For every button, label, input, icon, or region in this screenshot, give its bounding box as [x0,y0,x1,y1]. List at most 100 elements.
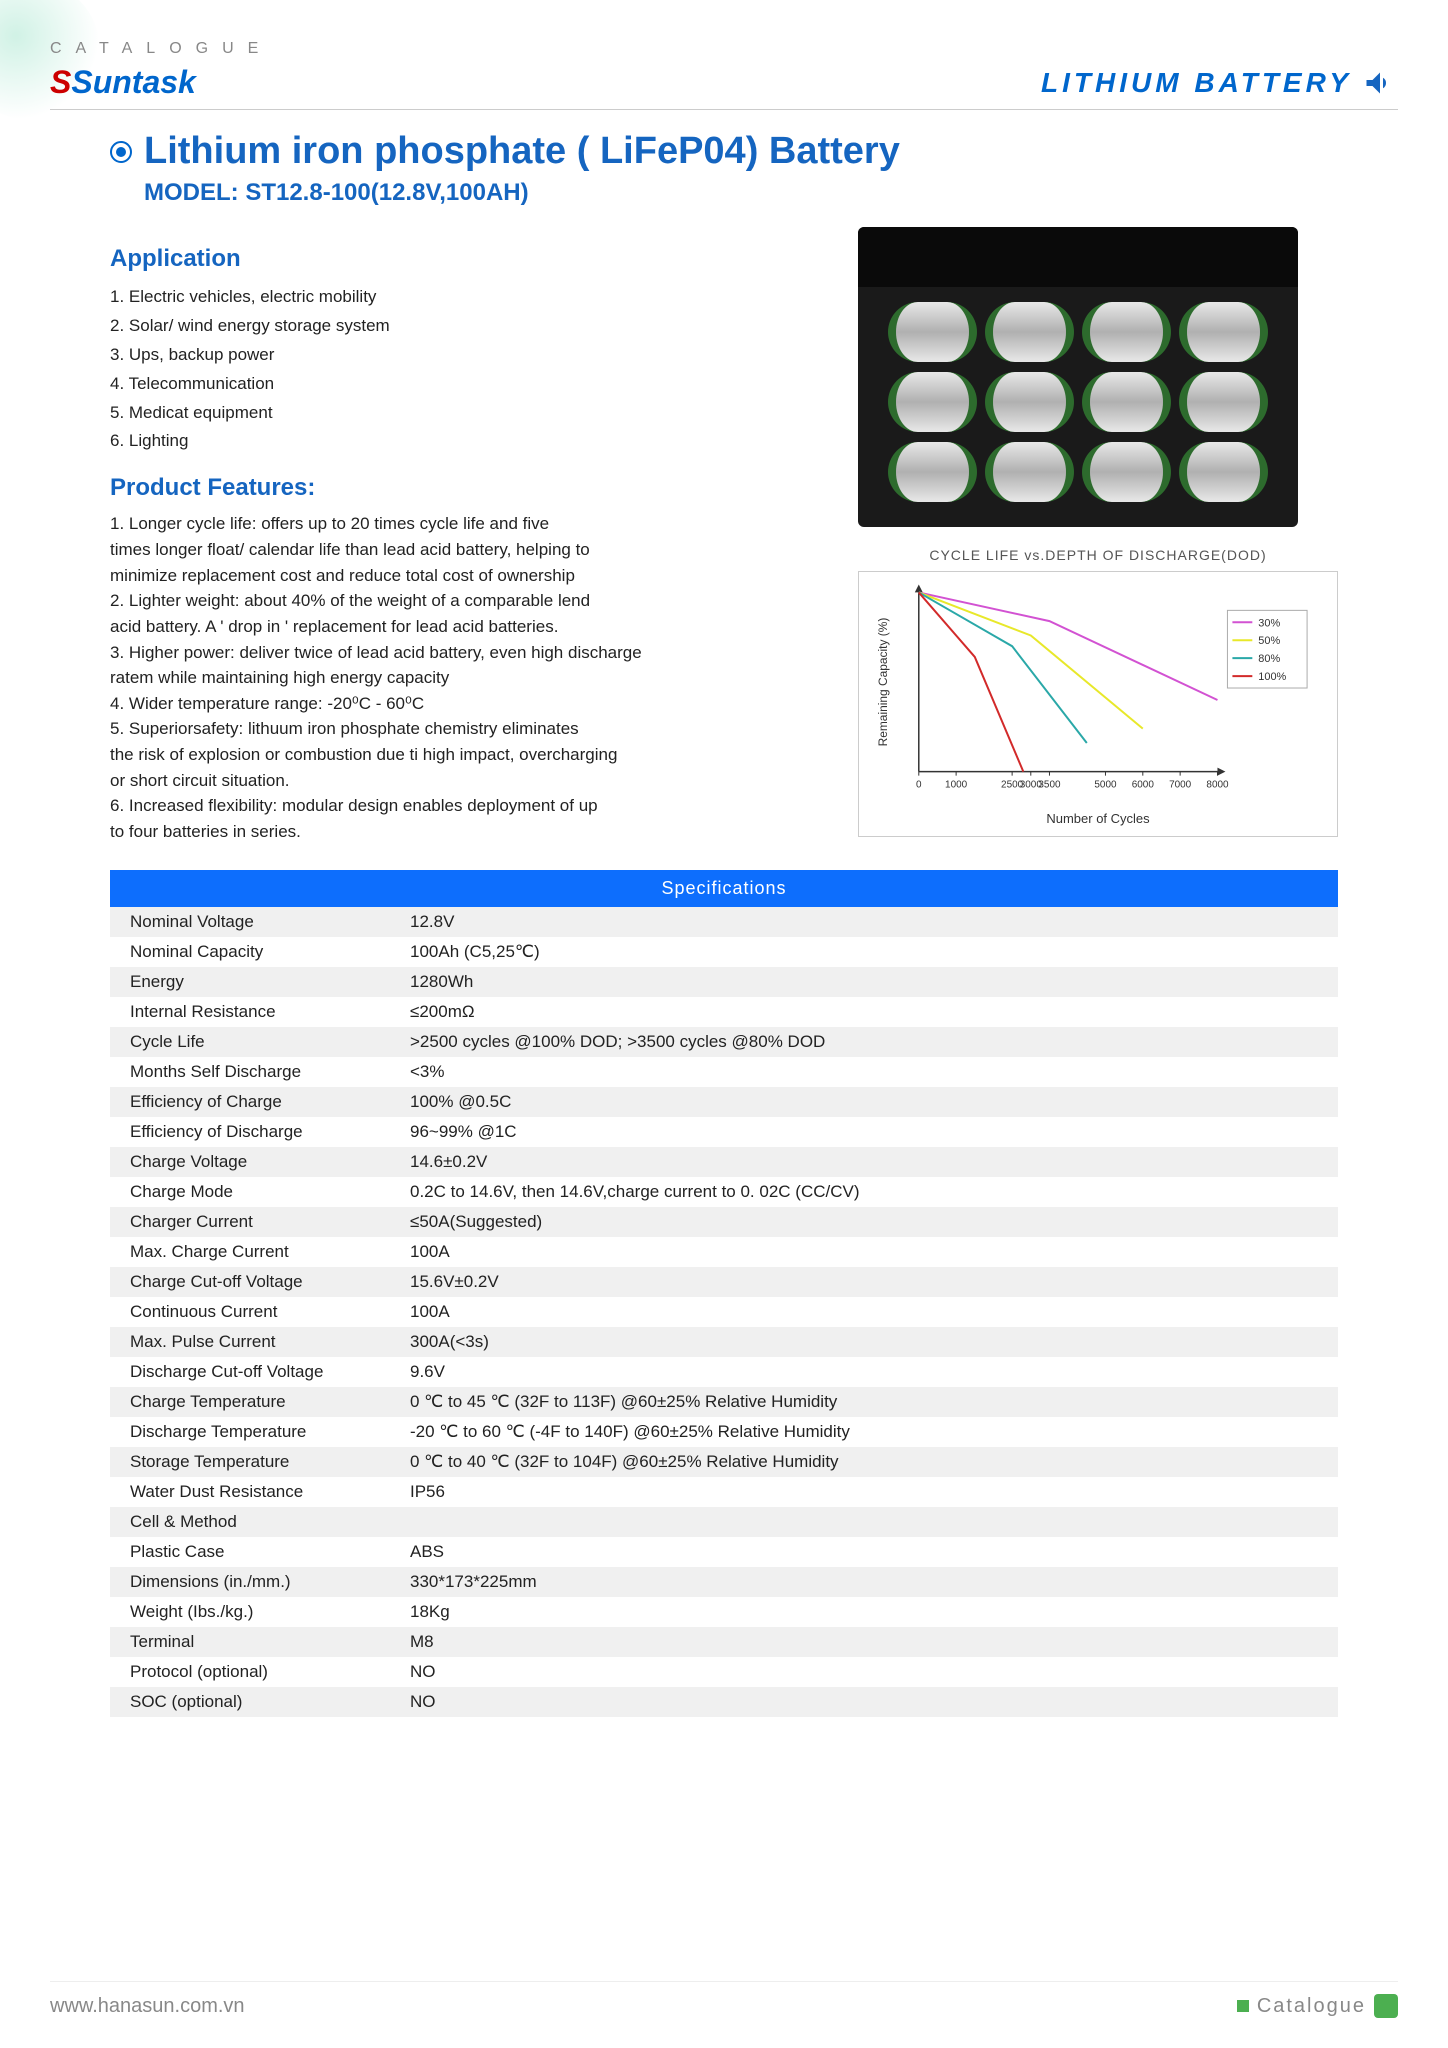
svg-text:Remaining Capacity (%): Remaining Capacity (%) [876,618,890,747]
spec-value: 100A [400,1237,1338,1267]
table-row: Dimensions (in./mm.)330*173*225mm [110,1567,1338,1597]
spec-label: Water Dust Resistance [110,1477,400,1507]
list-item: 3. Higher power: deliver twice of lead a… [110,641,828,666]
spec-value: 300A(<3s) [400,1327,1338,1357]
table-row: Weight (Ibs./kg.)18Kg [110,1597,1338,1627]
chart-title: CYCLE LIFE vs.DEPTH OF DISCHARGE(DOD) [858,547,1338,563]
list-item: 2. Solar/ wind energy storage system [110,312,828,341]
spec-value: ≤200mΩ [400,997,1338,1027]
list-item: 5. Medicat equipment [110,399,828,428]
svg-text:80%: 80% [1258,653,1280,665]
spec-label: Nominal Capacity [110,937,400,967]
list-item: 4. Wider temperature range: -20⁰C - 60⁰C [110,692,828,717]
chart-xlabel: Number of Cycles [869,811,1327,826]
spec-label: Storage Temperature [110,1447,400,1477]
spec-label: Charge Voltage [110,1147,400,1177]
svg-text:30%: 30% [1258,617,1280,629]
spec-label: Efficiency of Charge [110,1087,400,1117]
table-row: Water Dust ResistanceIP56 [110,1477,1338,1507]
spec-label: Cell & Method [110,1507,400,1537]
spec-label: Continuous Current [110,1297,400,1327]
spec-label: Max. Charge Current [110,1237,400,1267]
table-row: TerminalM8 [110,1627,1338,1657]
bullet-icon [110,141,132,163]
list-item: 6. Lighting [110,427,828,456]
table-row: Internal Resistance≤200mΩ [110,997,1338,1027]
spec-value: 9.6V [400,1357,1338,1387]
list-item: acid battery. A ' drop in ' replacement … [110,615,828,640]
spec-value: 330*173*225mm [400,1567,1338,1597]
spec-value: 96~99% @1C [400,1117,1338,1147]
table-row: Efficiency of Charge100% @0.5C [110,1087,1338,1117]
spec-label: SOC (optional) [110,1687,400,1717]
spec-value: 1280Wh [400,967,1338,997]
table-row: Cell & Method [110,1507,1338,1537]
list-item: to four batteries in series. [110,820,828,845]
spec-value: NO [400,1687,1338,1717]
application-list: 1. Electric vehicles, electric mobility2… [110,283,828,456]
table-row: Charger Current≤50A(Suggested) [110,1207,1338,1237]
table-row: Discharge Cut-off Voltage9.6V [110,1357,1338,1387]
spec-value: 0 ℃ to 45 ℃ (32F to 113F) @60±25% Relati… [400,1387,1338,1417]
list-item: ratem while maintaining high energy capa… [110,666,828,691]
specifications-table: Specifications Nominal Voltage12.8VNomin… [110,870,1338,1717]
application-heading: Application [110,245,828,273]
list-item: 1. Longer cycle life: offers up to 20 ti… [110,512,828,537]
spec-value: 0 ℃ to 40 ℃ (32F to 104F) @60±25% Relati… [400,1447,1338,1477]
spec-label: Energy [110,967,400,997]
list-item: 4. Telecommunication [110,370,828,399]
table-row: Months Self Discharge<3% [110,1057,1338,1087]
spec-label: Efficiency of Discharge [110,1117,400,1147]
speaker-icon [1362,65,1398,101]
cycle-life-chart: 010002500300035005000600070008000Remaini… [858,571,1338,837]
spec-value: NO [400,1657,1338,1687]
svg-text:3500: 3500 [1038,780,1061,791]
spec-label: Charge Cut-off Voltage [110,1267,400,1297]
spec-label: Discharge Temperature [110,1417,400,1447]
table-row: Max. Pulse Current300A(<3s) [110,1327,1338,1357]
spec-value: M8 [400,1627,1338,1657]
list-item: 5. Superiorsafety: lithuum iron phosphat… [110,717,828,742]
table-row: Charge Cut-off Voltage15.6V±0.2V [110,1267,1338,1297]
table-row: Cycle Life>2500 cycles @100% DOD; >3500 … [110,1027,1338,1057]
table-row: Max. Charge Current100A [110,1237,1338,1267]
footer-catalogue: Catalogue [1237,1994,1398,2018]
svg-text:7000: 7000 [1169,780,1192,791]
table-row: Plastic CaseABS [110,1537,1338,1567]
model-label: MODEL: ST12.8-100(12.8V,100AH) [144,179,1338,207]
list-item: or short circuit situation. [110,769,828,794]
features-list: 1. Longer cycle life: offers up to 20 ti… [110,512,828,844]
specs-heading: Specifications [110,870,1338,907]
spec-label: Discharge Cut-off Voltage [110,1357,400,1387]
spec-label: Cycle Life [110,1027,400,1057]
table-row: Charge Mode0.2C to 14.6V, then 14.6V,cha… [110,1177,1338,1207]
list-item: 2. Lighter weight: about 40% of the weig… [110,589,828,614]
list-item: the risk of explosion or combustion due … [110,743,828,768]
spec-value: ≤50A(Suggested) [400,1207,1338,1237]
spec-value: IP56 [400,1477,1338,1507]
spec-value: -20 ℃ to 60 ℃ (-4F to 140F) @60±25% Rela… [400,1417,1338,1447]
svg-text:5000: 5000 [1094,780,1117,791]
spec-label: Plastic Case [110,1537,400,1567]
svg-text:0: 0 [916,780,922,791]
table-row: Efficiency of Discharge96~99% @1C [110,1117,1338,1147]
table-row: Nominal Capacity100Ah (C5,25℃) [110,937,1338,967]
header-category: LITHIUM BATTERY [1041,65,1398,101]
svg-text:6000: 6000 [1132,780,1155,791]
spec-value [400,1507,1338,1537]
spec-label: Charge Temperature [110,1387,400,1417]
page-title: Lithium iron phosphate ( LiFeP04) Batter… [144,130,900,173]
spec-label: Internal Resistance [110,997,400,1027]
table-row: Nominal Voltage12.8V [110,907,1338,937]
list-item: 6. Increased flexibility: modular design… [110,794,828,819]
spec-value: <3% [400,1057,1338,1087]
brand-logo: SSuntask [50,64,272,101]
spec-value: 100% @0.5C [400,1087,1338,1117]
catalogue-label: CATALOGUE [50,40,272,58]
spec-value: 0.2C to 14.6V, then 14.6V,charge current… [400,1177,1338,1207]
spec-label: Protocol (optional) [110,1657,400,1687]
table-row: SOC (optional)NO [110,1687,1338,1717]
list-item: 3. Ups, backup power [110,341,828,370]
spec-value: 14.6±0.2V [400,1147,1338,1177]
table-row: Charge Temperature0 ℃ to 45 ℃ (32F to 11… [110,1387,1338,1417]
